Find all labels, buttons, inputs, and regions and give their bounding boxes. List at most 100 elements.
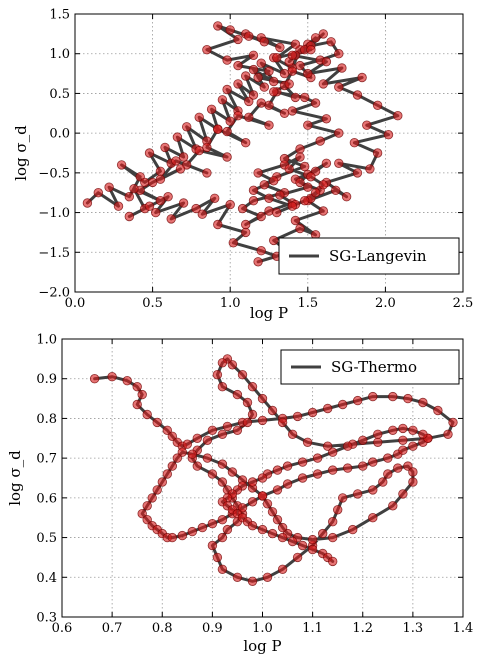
data-point: [304, 121, 313, 130]
data-point: [278, 418, 287, 427]
data-point: [249, 196, 258, 205]
data-point: [399, 424, 408, 433]
data-point: [293, 553, 302, 562]
data-point: [273, 208, 282, 217]
y-tick-label: −1.5: [38, 246, 70, 261]
data-point: [198, 523, 207, 532]
data-point: [399, 436, 408, 445]
data-point: [283, 462, 292, 471]
data-point: [322, 159, 331, 168]
data-point: [291, 93, 300, 102]
data-point: [218, 478, 227, 487]
y-tick-label: 0.4: [36, 571, 57, 586]
data-point: [269, 236, 278, 245]
data-point: [249, 65, 258, 74]
data-point: [203, 169, 212, 178]
data-point: [195, 146, 204, 155]
data-point: [394, 111, 403, 120]
y-tick-label: 0.9: [36, 372, 57, 387]
data-point: [394, 464, 403, 473]
data-point: [343, 442, 352, 451]
data-point: [208, 519, 217, 528]
data-point: [389, 426, 398, 435]
data-point: [268, 508, 277, 517]
data-point: [343, 464, 352, 473]
data-point: [153, 418, 162, 427]
data-point: [322, 57, 331, 66]
data-point: [172, 157, 181, 166]
data-point: [203, 454, 212, 463]
y-tick-label: 0.5: [36, 531, 57, 546]
data-point: [389, 502, 398, 511]
data-point: [248, 478, 257, 487]
data-point: [379, 478, 388, 487]
data-point: [238, 370, 247, 379]
data-point: [308, 535, 317, 544]
data-point: [373, 101, 382, 110]
chart-panel-2: 0.6 0.7 0.8 0.9 1.0 1.1 1.2 1.3 1.4 0.3 0.4 0.5 0.6 0…: [6, 333, 473, 656]
y-tick-label: 0.0: [49, 127, 70, 142]
data-point: [260, 181, 269, 190]
data-point: [389, 392, 398, 401]
data-point: [125, 192, 134, 201]
x-tick-label: 1.2: [352, 621, 373, 636]
data-point: [241, 72, 250, 81]
data-point: [285, 165, 294, 174]
data-point: [254, 73, 263, 82]
data-point: [328, 533, 337, 542]
data-point: [223, 127, 232, 136]
data-point: [183, 440, 192, 449]
data-point: [265, 121, 274, 130]
data-point: [133, 400, 142, 409]
data-point: [318, 529, 327, 538]
data-point: [298, 458, 307, 467]
data-point: [243, 398, 252, 407]
data-point: [258, 416, 267, 425]
data-point: [327, 38, 336, 47]
data-point: [269, 88, 278, 97]
data-point: [300, 93, 309, 102]
data-point: [350, 138, 359, 147]
data-point: [335, 83, 344, 92]
data-point: [260, 38, 269, 47]
data-point: [319, 30, 328, 39]
data-point: [296, 61, 305, 70]
x-tick-label: 0.7: [102, 621, 123, 636]
data-point: [269, 77, 278, 86]
data-point: [265, 207, 274, 216]
data-point: [369, 513, 378, 522]
data-point: [234, 61, 243, 70]
data-point: [409, 468, 418, 477]
data-point: [335, 49, 344, 58]
data-point: [335, 159, 344, 168]
data-point: [226, 26, 235, 35]
data-point: [245, 113, 254, 122]
data-point: [228, 468, 237, 477]
data-point: [173, 133, 182, 142]
data-point: [153, 486, 162, 495]
data-point: [218, 382, 227, 391]
data-point: [404, 394, 413, 403]
data-point: [308, 408, 317, 417]
data-point: [248, 410, 257, 419]
data-point: [263, 500, 272, 509]
y-tick-label: 1.0: [49, 47, 70, 62]
data-point: [276, 43, 285, 52]
data-point: [218, 565, 227, 574]
data-point: [291, 216, 300, 225]
data-point: [248, 498, 257, 507]
data-point: [229, 239, 238, 248]
data-point: [193, 462, 202, 471]
data-point: [278, 523, 287, 532]
data-point: [249, 51, 258, 60]
data-point: [133, 382, 142, 391]
data-point: [130, 184, 139, 193]
data-point: [218, 460, 227, 469]
data-point: [304, 183, 313, 192]
y-tick-label: −0.5: [38, 166, 70, 181]
data-point: [179, 199, 188, 208]
data-point: [148, 178, 157, 187]
x-tick-label: 2.5: [453, 296, 474, 311]
data-point: [296, 178, 305, 187]
x-tick-label: 1.4: [453, 621, 474, 636]
